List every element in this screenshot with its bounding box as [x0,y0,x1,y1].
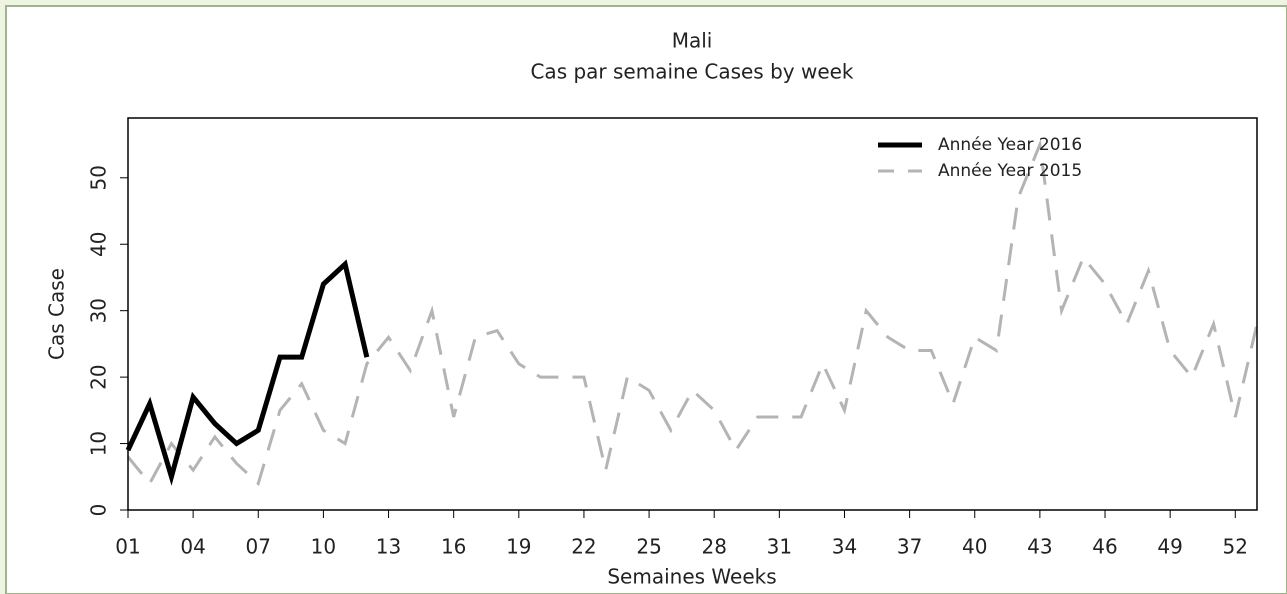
y-tick-label: 40 [87,232,111,257]
x-tick-label: 40 [962,535,987,559]
x-tick-label: 31 [767,535,792,559]
x-tick-label: 49 [1157,535,1182,559]
x-tick-label: 25 [636,535,661,559]
y-tick-label: 50 [87,165,111,190]
chart-title: Mali [672,29,713,53]
x-tick-label: 28 [701,535,726,559]
y-tick-label: 20 [87,364,111,389]
x-tick-label: 43 [1027,535,1052,559]
x-tick-label: 01 [115,535,140,559]
legend-label: Année Year 2015 [938,161,1082,181]
y-tick-label: 30 [87,298,111,323]
y-tick-label: 0 [87,504,111,517]
series-line [125,259,370,486]
x-tick-label: 19 [506,535,531,559]
chart-subtitle: Cas par semaine Cases by week [530,60,853,84]
frame [5,5,1287,594]
y-axis-label: Cas Case [45,268,69,360]
legend-label: Année Year 2016 [938,135,1082,155]
x-tick-label: 34 [832,535,857,559]
x-tick-label: 37 [897,535,922,559]
x-axis-label: Semaines Weeks [607,565,776,589]
x-tick-label: 46 [1092,535,1117,559]
y-tick-label: 10 [87,431,111,456]
x-tick-label: 07 [246,535,271,559]
x-tick-label: 10 [311,535,336,559]
series-line [126,138,1259,487]
x-tick-label: 04 [180,535,205,559]
x-tick-label: 13 [376,535,401,559]
x-tick-label: 52 [1223,535,1248,559]
plot-border [127,117,1258,511]
x-tick-label: 16 [441,535,466,559]
x-tick-label: 22 [571,535,596,559]
